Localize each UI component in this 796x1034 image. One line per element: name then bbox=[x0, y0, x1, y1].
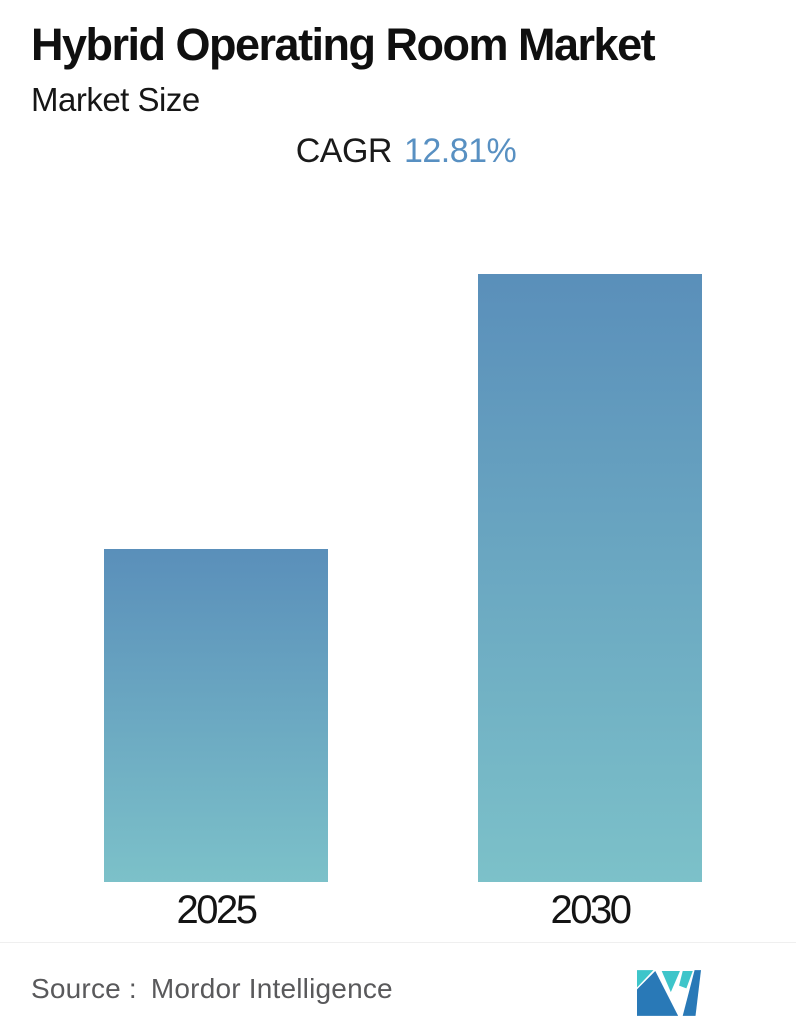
bar-2030 bbox=[478, 274, 702, 882]
x-axis-label-2025: 2025 bbox=[176, 888, 258, 932]
logo-blue-right-stroke bbox=[682, 970, 701, 1016]
logo-blue-left-stroke bbox=[637, 971, 679, 1016]
cagr-line: CAGR 12.81% bbox=[8, 132, 796, 171]
source-value: Mordor Intelligence bbox=[150, 973, 393, 1004]
x-axis-label-2030: 2030 bbox=[550, 888, 632, 932]
bar-2025 bbox=[104, 549, 328, 882]
logo-teal-right-piece bbox=[679, 971, 693, 989]
source-text: Source : Mordor Intelligence bbox=[31, 973, 393, 1005]
logo-teal-top-left-triangle bbox=[637, 970, 654, 988]
footer: Source : Mordor Intelligence bbox=[0, 942, 796, 1034]
chart-subtitle: Market Size bbox=[31, 81, 200, 118]
page-title: Hybrid Operating Room Market bbox=[31, 19, 656, 70]
source-label: Source : bbox=[31, 973, 137, 1004]
mordor-intelligence-logo bbox=[637, 970, 701, 1016]
cagr-label: CAGR bbox=[295, 132, 393, 170]
logo-teal-middle-triangle bbox=[661, 971, 680, 993]
cagr-value: 12.81% bbox=[403, 132, 517, 170]
